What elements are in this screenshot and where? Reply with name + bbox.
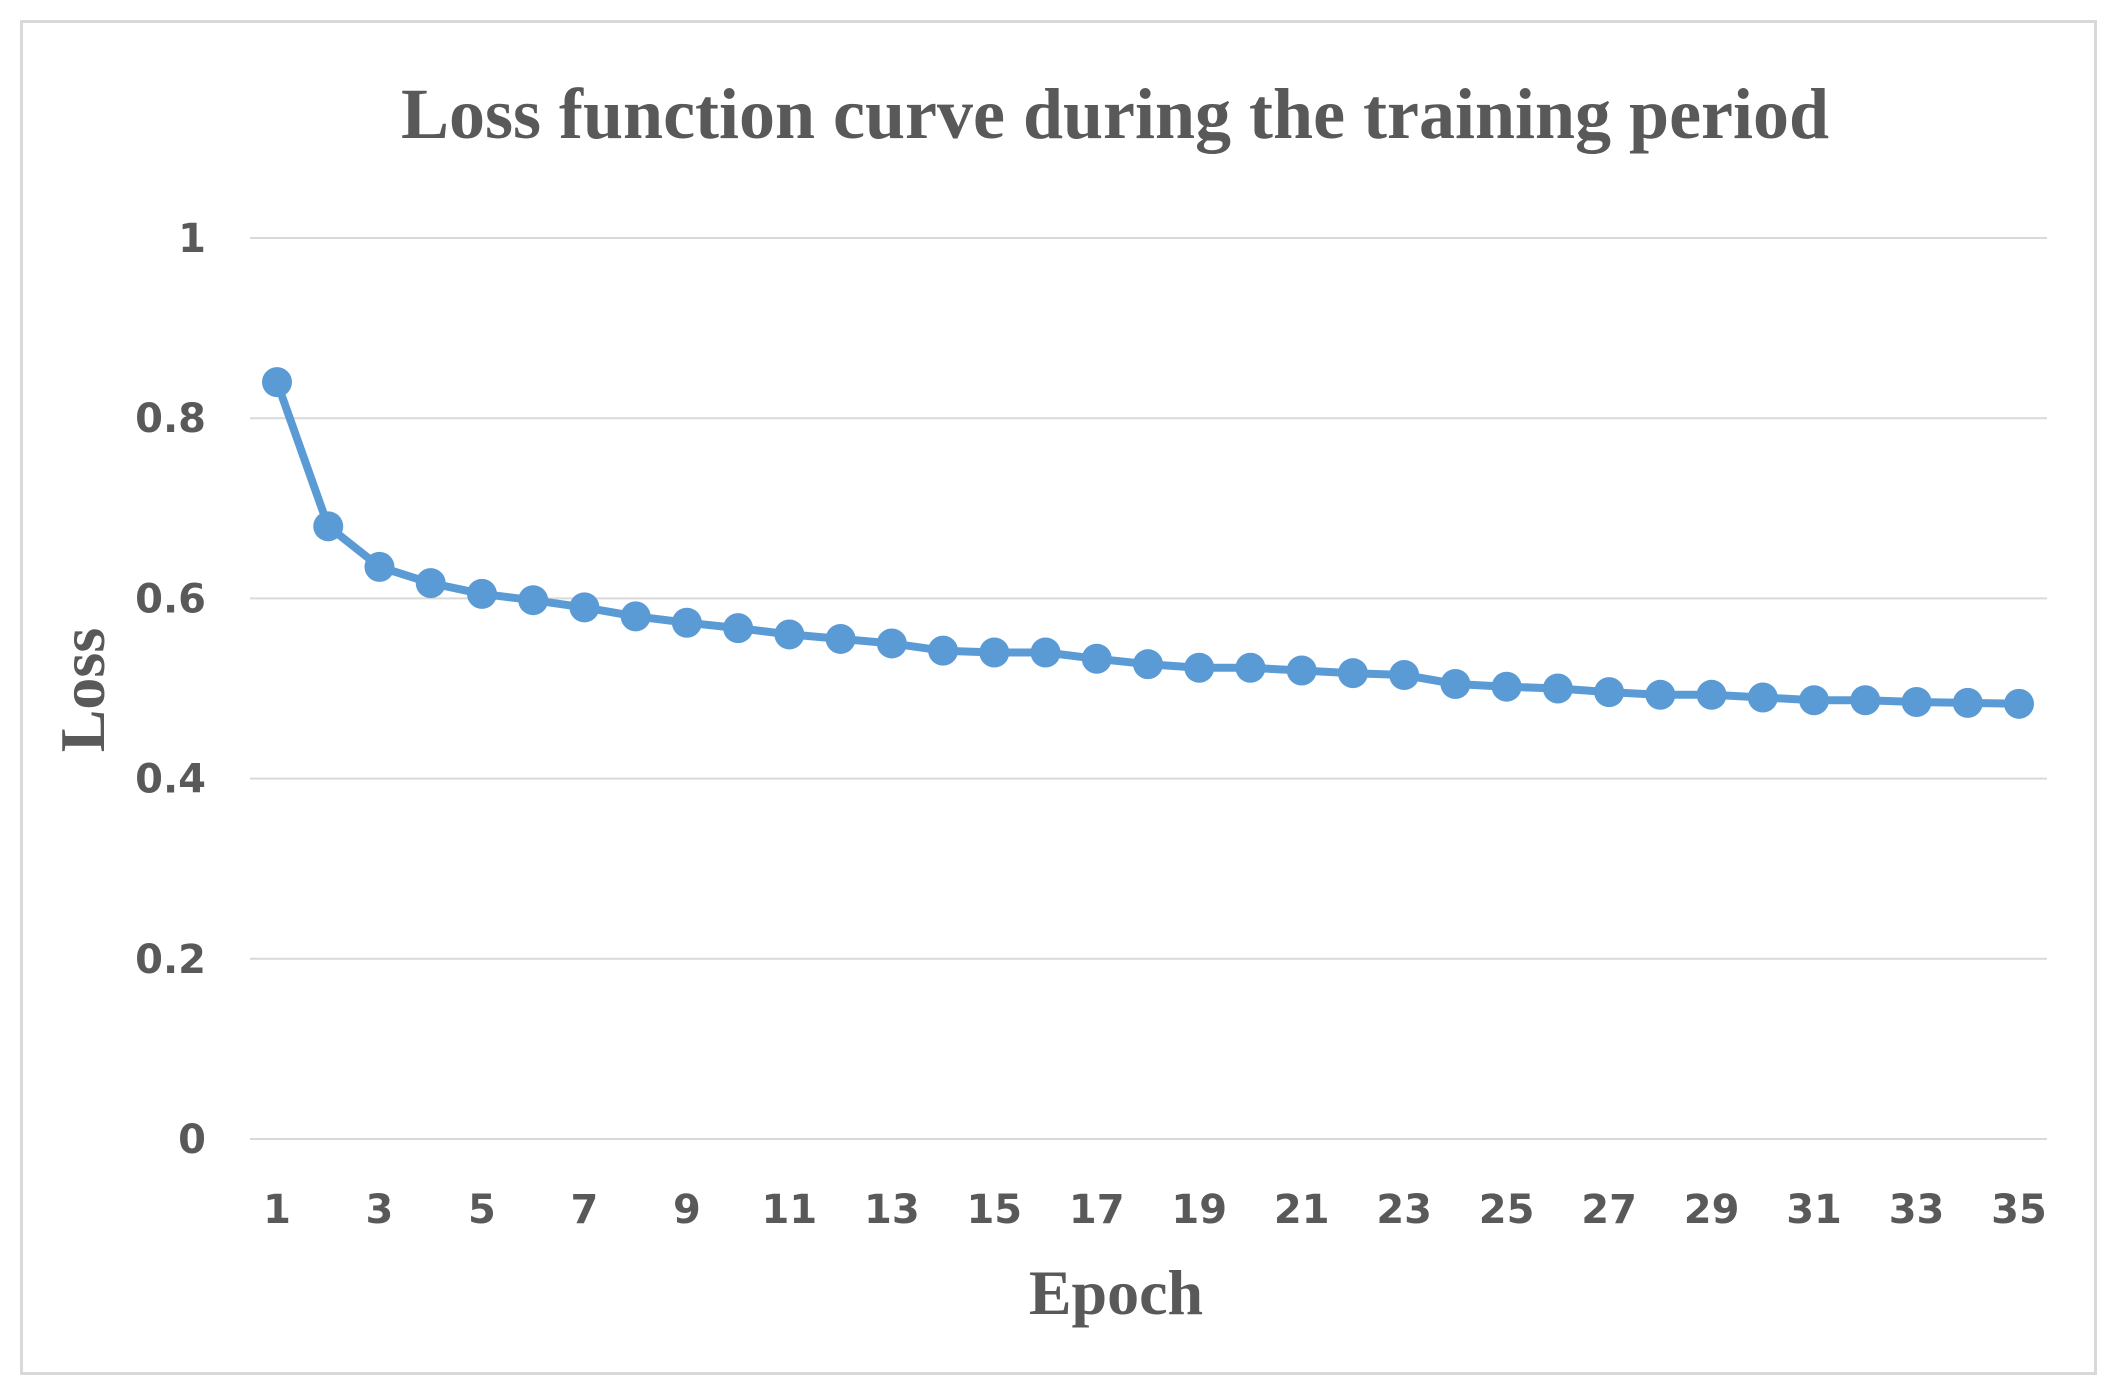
x-tick-label: 25 — [1479, 1187, 1535, 1233]
data-point-epoch-5 — [466, 578, 497, 609]
data-point-epoch-14 — [928, 635, 959, 666]
x-tick-label: 19 — [1171, 1187, 1227, 1233]
x-tick-labels: 1 3 5 7 9 11 13 15 17 19 21 23 25 27 29 31 33 35 — [263, 1187, 2047, 1233]
x-tick-label: 33 — [1889, 1187, 1945, 1233]
chart-title: Loss function curve during the training … — [401, 74, 1829, 154]
x-tick-label: 27 — [1581, 1187, 1637, 1233]
grid-lines — [250, 237, 2047, 1140]
data-point-epoch-6 — [518, 585, 549, 616]
data-point-epoch-9 — [671, 607, 702, 638]
data-point-epoch-10 — [723, 613, 754, 644]
data-point-epoch-30 — [1747, 682, 1778, 713]
data-point-epoch-16 — [1030, 637, 1061, 668]
data-point-epoch-1 — [262, 367, 292, 398]
data-point-epoch-34 — [1952, 687, 1983, 718]
data-point-epoch-11 — [774, 619, 805, 650]
data-point-epoch-22 — [1337, 658, 1368, 689]
data-point-epoch-17 — [1081, 643, 1112, 674]
data-point-epoch-31 — [1799, 685, 1830, 716]
y-tick-label: 0.4 — [135, 757, 206, 803]
data-point-epoch-18 — [1133, 649, 1163, 680]
x-axis-title: Epoch — [1029, 1257, 1203, 1328]
data-point-epoch-12 — [825, 623, 856, 654]
x-tick-label: 3 — [366, 1187, 394, 1233]
data-point-epoch-4 — [415, 568, 446, 599]
data-point-epoch-35 — [2004, 688, 2034, 719]
x-tick-label: 21 — [1274, 1187, 1330, 1233]
data-point-epoch-28 — [1645, 679, 1676, 710]
data-point-epoch-2 — [313, 511, 344, 542]
data-point-epoch-19 — [1184, 652, 1215, 683]
y-tick-label: 1 — [178, 216, 206, 262]
y-tick-label: 0.6 — [135, 576, 206, 622]
x-tick-label: 35 — [1991, 1187, 2047, 1233]
x-tick-label: 5 — [468, 1187, 496, 1233]
x-tick-label: 13 — [864, 1187, 920, 1233]
data-point-epoch-29 — [1696, 679, 1727, 710]
data-point-epoch-3 — [364, 551, 395, 582]
data-point-epoch-8 — [620, 601, 651, 632]
y-tick-labels: 0 0.2 0.4 0.6 0.8 1 — [135, 216, 206, 1163]
data-point-epoch-15 — [979, 637, 1010, 668]
y-tick-label: 0 — [178, 1117, 206, 1163]
x-tick-label: 11 — [762, 1187, 818, 1233]
data-point-epoch-13 — [876, 628, 907, 659]
y-tick-label: 0.8 — [135, 396, 206, 442]
x-tick-label: 1 — [263, 1187, 291, 1233]
x-tick-label: 7 — [570, 1187, 598, 1233]
data-point-epoch-7 — [569, 592, 600, 623]
data-point-epoch-32 — [1850, 685, 1881, 716]
loss-series-markers — [262, 367, 2034, 719]
data-point-epoch-21 — [1286, 655, 1317, 686]
y-axis-title: Loss — [47, 628, 118, 753]
y-tick-label: 0.2 — [135, 937, 206, 983]
data-point-epoch-24 — [1440, 668, 1471, 699]
data-point-epoch-25 — [1491, 671, 1522, 702]
x-tick-label: 23 — [1376, 1187, 1432, 1233]
x-tick-label: 9 — [673, 1187, 701, 1233]
x-tick-label: 17 — [1069, 1187, 1125, 1233]
x-tick-label: 29 — [1684, 1187, 1740, 1233]
data-point-epoch-33 — [1901, 687, 1932, 718]
data-point-epoch-27 — [1594, 677, 1625, 708]
data-point-epoch-23 — [1389, 659, 1420, 690]
x-tick-label: 31 — [1786, 1187, 1842, 1233]
data-point-epoch-20 — [1235, 652, 1266, 683]
data-point-epoch-26 — [1542, 673, 1573, 704]
x-tick-label: 15 — [966, 1187, 1022, 1233]
